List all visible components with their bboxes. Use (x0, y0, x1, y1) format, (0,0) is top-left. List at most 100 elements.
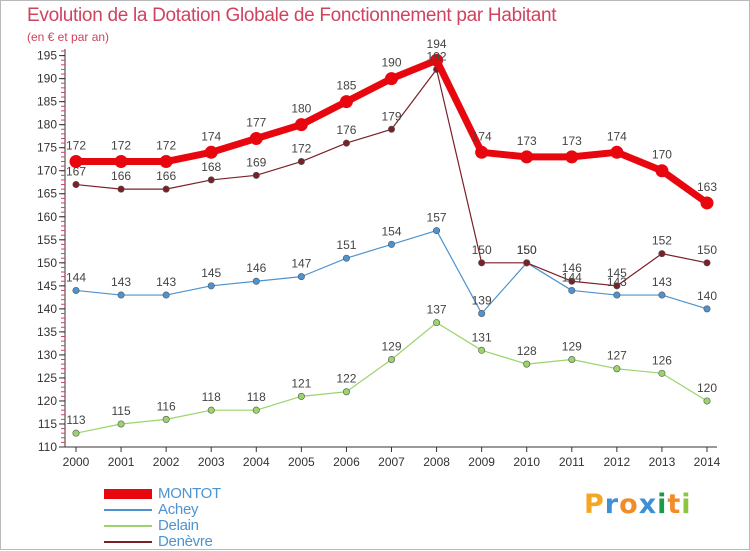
x-tick-label: 2007 (378, 455, 405, 469)
y-tick-label: 180 (37, 118, 57, 132)
data-label: 129 (381, 340, 401, 354)
data-point (297, 273, 305, 281)
y-tick-label: 170 (37, 164, 57, 178)
x-tick-label: 2001 (108, 455, 135, 469)
data-label: 131 (472, 330, 492, 344)
data-label: 122 (336, 372, 356, 386)
data-label: 150 (517, 243, 537, 257)
proxiti-logo[interactable]: Proxiti (584, 489, 692, 520)
data-point (342, 139, 350, 147)
data-point (703, 397, 711, 405)
x-tick-label: 2003 (198, 455, 225, 469)
logo-letter: i (657, 489, 668, 520)
data-label: 177 (246, 115, 266, 129)
data-label: 194 (427, 37, 447, 51)
data-point (613, 291, 621, 299)
data-label: 173 (562, 134, 582, 148)
data-point (430, 53, 444, 67)
y-tick-label: 125 (37, 371, 57, 385)
data-label: 157 (427, 211, 447, 225)
data-label: 139 (472, 293, 492, 307)
data-label: 146 (562, 261, 582, 275)
data-point (387, 356, 395, 364)
data-label: 150 (472, 243, 492, 257)
data-label: 174 (472, 129, 492, 143)
data-label: 143 (652, 275, 672, 289)
data-point (72, 181, 80, 189)
data-point (387, 240, 395, 248)
x-tick-label: 2012 (604, 455, 631, 469)
data-label: 172 (291, 142, 311, 156)
data-point (433, 319, 441, 327)
y-tick-label: 150 (37, 256, 57, 270)
legend-item-achey[interactable]: Achey (104, 501, 304, 519)
data-point (568, 286, 576, 294)
data-point (117, 185, 125, 193)
data-point (478, 346, 486, 354)
legend-swatch (104, 541, 152, 543)
y-tick-label: 175 (37, 141, 57, 155)
data-label: 121 (291, 376, 311, 390)
y-tick-label: 195 (37, 49, 57, 63)
data-point (69, 155, 83, 169)
data-point (252, 171, 260, 179)
legend-item-montot[interactable]: MONTOT (104, 485, 304, 503)
data-label: 168 (201, 160, 221, 174)
data-label: 128 (517, 344, 537, 358)
legend-swatch (104, 525, 152, 527)
data-label: 174 (607, 129, 627, 143)
data-point (72, 429, 80, 437)
data-label: 118 (202, 390, 221, 404)
data-point (478, 259, 486, 267)
data-point (613, 282, 621, 290)
data-point (658, 291, 666, 299)
data-label: 151 (336, 238, 356, 252)
x-tick-label: 2005 (288, 455, 315, 469)
data-label: 144 (562, 270, 582, 284)
chart-title: Evolution de la Dotation Globale de Fonc… (27, 5, 557, 26)
data-label: 180 (291, 102, 311, 116)
data-label: 145 (201, 266, 221, 280)
data-label: 179 (381, 109, 401, 123)
y-tick-label: 190 (37, 72, 57, 86)
data-point (207, 282, 215, 290)
y-tick-label: 130 (37, 348, 57, 362)
data-point (478, 309, 486, 317)
legend-label: MONTOT (158, 485, 221, 502)
data-label: 146 (246, 261, 266, 275)
data-point (613, 365, 621, 373)
logo-letter: x (638, 489, 658, 520)
data-point (294, 118, 308, 132)
data-point (387, 125, 395, 133)
data-point (565, 150, 579, 164)
y-tick-label: 135 (37, 325, 57, 339)
data-label: 144 (66, 270, 86, 284)
x-tick-label: 2006 (333, 455, 360, 469)
x-tick-label: 2013 (649, 455, 676, 469)
data-label: 163 (697, 180, 717, 194)
data-point (523, 360, 531, 368)
legend-swatch (104, 509, 152, 511)
data-label: 172 (111, 139, 131, 153)
data-label: 127 (607, 349, 627, 363)
data-label: 113 (66, 413, 85, 427)
logo-letter: t (667, 489, 682, 520)
data-point (114, 155, 128, 169)
data-point (523, 259, 531, 267)
data-label: 172 (156, 139, 176, 153)
data-point (297, 392, 305, 400)
legend-item-denevre[interactable]: Denèvre (104, 533, 304, 551)
x-tick-label: 2008 (423, 455, 450, 469)
data-label: 190 (381, 56, 401, 70)
data-point (658, 250, 666, 258)
data-label: 126 (652, 353, 672, 367)
data-point (568, 356, 576, 364)
legend-item-delain[interactable]: Delain (104, 517, 304, 535)
x-tick-label: 2014 (694, 455, 721, 469)
data-label: 166 (156, 169, 176, 183)
data-label: 167 (66, 165, 86, 179)
data-label: 143 (156, 275, 176, 289)
y-tick-label: 185 (37, 95, 57, 109)
logo-letter: i (681, 489, 692, 520)
data-point (339, 95, 353, 109)
